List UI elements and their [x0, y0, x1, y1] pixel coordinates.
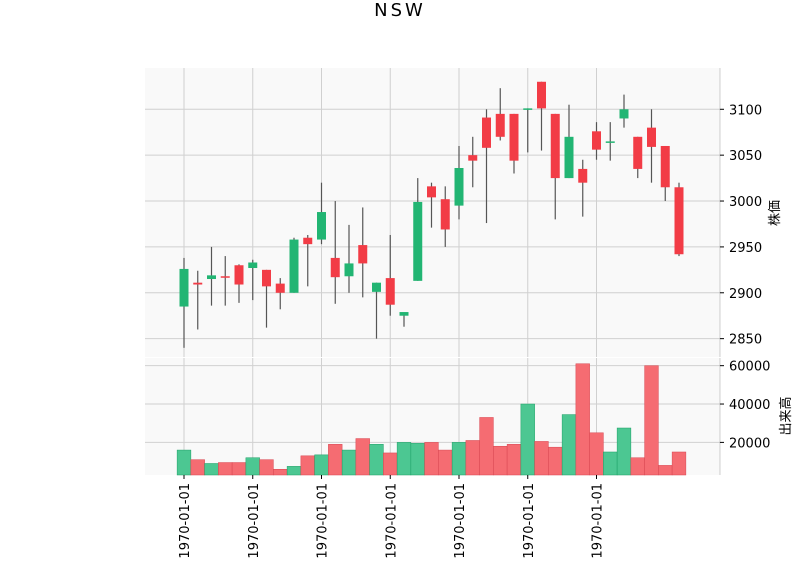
x-tick-label: 1970-01-01	[453, 483, 468, 559]
volume-bar	[286, 466, 302, 476]
candle-body	[537, 81, 546, 109]
x-tick-label: 1970-01-01	[384, 483, 399, 559]
price-tick-label: 3100	[729, 103, 762, 118]
volume-bar	[520, 403, 535, 476]
volume-bar	[383, 452, 398, 476]
x-tick-label: 1970-01-01	[316, 483, 331, 559]
volume-bar	[218, 462, 233, 476]
candle-body	[578, 168, 588, 183]
candle-body	[619, 109, 629, 119]
price-tick-label: 2950	[729, 241, 762, 256]
volume-bar	[630, 457, 645, 476]
price-tick-label: 2900	[729, 287, 762, 302]
volume-tick-label: 60000	[729, 360, 770, 375]
candle-body	[385, 278, 395, 305]
volume-tick-label: 40000	[729, 398, 770, 413]
volume-bar	[190, 459, 205, 476]
candle-body	[317, 212, 326, 240]
candle-body	[427, 186, 436, 198]
candle-body	[330, 257, 340, 278]
price-panel: 2850 2900 2950 3000 3050 3100	[145, 68, 762, 357]
candle-body	[207, 275, 216, 280]
x-axis: 1970-01-01 1970-01-01 1970-01-01 1970-01-01…	[178, 475, 606, 559]
candle-body	[234, 265, 244, 285]
candle-body	[523, 108, 533, 110]
volume-bar	[451, 442, 467, 476]
candle-body	[605, 141, 615, 143]
price-tick-label: 3050	[729, 149, 762, 164]
volume-bar	[204, 463, 219, 476]
candle-body	[372, 282, 381, 292]
candle-body	[633, 136, 643, 169]
volume-bar	[589, 432, 604, 476]
volume-tick-label: 20000	[729, 436, 770, 451]
x-tick-label: 1970-01-01	[247, 483, 262, 559]
volume-bar	[314, 454, 329, 476]
volume-bar	[424, 442, 439, 476]
volume-bar	[561, 414, 577, 476]
candle-body	[193, 282, 203, 285]
price-tick-label: 3000	[729, 195, 762, 210]
volume-bar	[616, 427, 632, 476]
volume-bar	[644, 365, 659, 476]
volume-bar	[355, 438, 370, 476]
candle-body	[248, 262, 258, 269]
price-axis-label: 株価	[768, 200, 783, 226]
candle-body	[482, 117, 491, 148]
candle-body	[674, 187, 684, 255]
volume-bar	[273, 468, 288, 476]
x-tick-label: 1970-01-01	[522, 483, 537, 559]
volume-bar	[603, 451, 618, 476]
volume-bar	[396, 442, 412, 476]
candle-body	[660, 145, 670, 188]
volume-bar	[438, 449, 453, 476]
candle-body	[550, 113, 560, 179]
candle-body	[495, 113, 505, 137]
volume-bar	[369, 444, 384, 476]
volume-axis-label: 出来高	[778, 396, 794, 435]
candle-body	[564, 136, 574, 179]
volume-bar	[328, 444, 343, 476]
candle-body	[344, 263, 354, 277]
candle-body	[220, 276, 230, 278]
price-tick-label: 2850	[729, 333, 762, 348]
volume-bar	[534, 441, 549, 476]
volume-bar	[575, 363, 590, 476]
candle-body	[303, 237, 313, 245]
volume-bar	[465, 440, 480, 476]
x-tick-label: 1970-01-01	[591, 483, 606, 559]
candle-body	[179, 268, 189, 307]
volume-bar	[493, 445, 508, 476]
volume-bar	[259, 459, 274, 476]
candle-body	[454, 168, 464, 206]
volume-bar	[658, 465, 673, 476]
candle-body	[275, 283, 285, 293]
candle-body	[468, 155, 478, 161]
candle-body	[440, 199, 450, 230]
volume-bar	[245, 457, 260, 476]
candle-body	[647, 127, 656, 147]
candle-body	[399, 312, 409, 316]
volume-bar	[410, 443, 425, 476]
volume-bar	[300, 455, 315, 476]
volume-bar	[548, 446, 563, 476]
volume-bar	[671, 451, 687, 476]
volume-bar	[479, 417, 494, 476]
candle-body	[289, 239, 299, 293]
candle-body	[592, 131, 601, 150]
candle-body	[509, 113, 519, 161]
price-plot-area	[145, 68, 720, 357]
volume-bar	[176, 449, 192, 476]
x-tick-label: 1970-01-01	[178, 483, 193, 559]
chart-title: NSW	[374, 0, 426, 21]
candle-body	[358, 245, 368, 264]
volume-bar	[341, 449, 357, 476]
volume-panel: 20000 40000 60000	[145, 358, 770, 476]
candle-body	[262, 269, 271, 287]
volume-bar	[506, 444, 522, 476]
volume-bar	[231, 462, 247, 476]
candle-body	[413, 201, 423, 281]
